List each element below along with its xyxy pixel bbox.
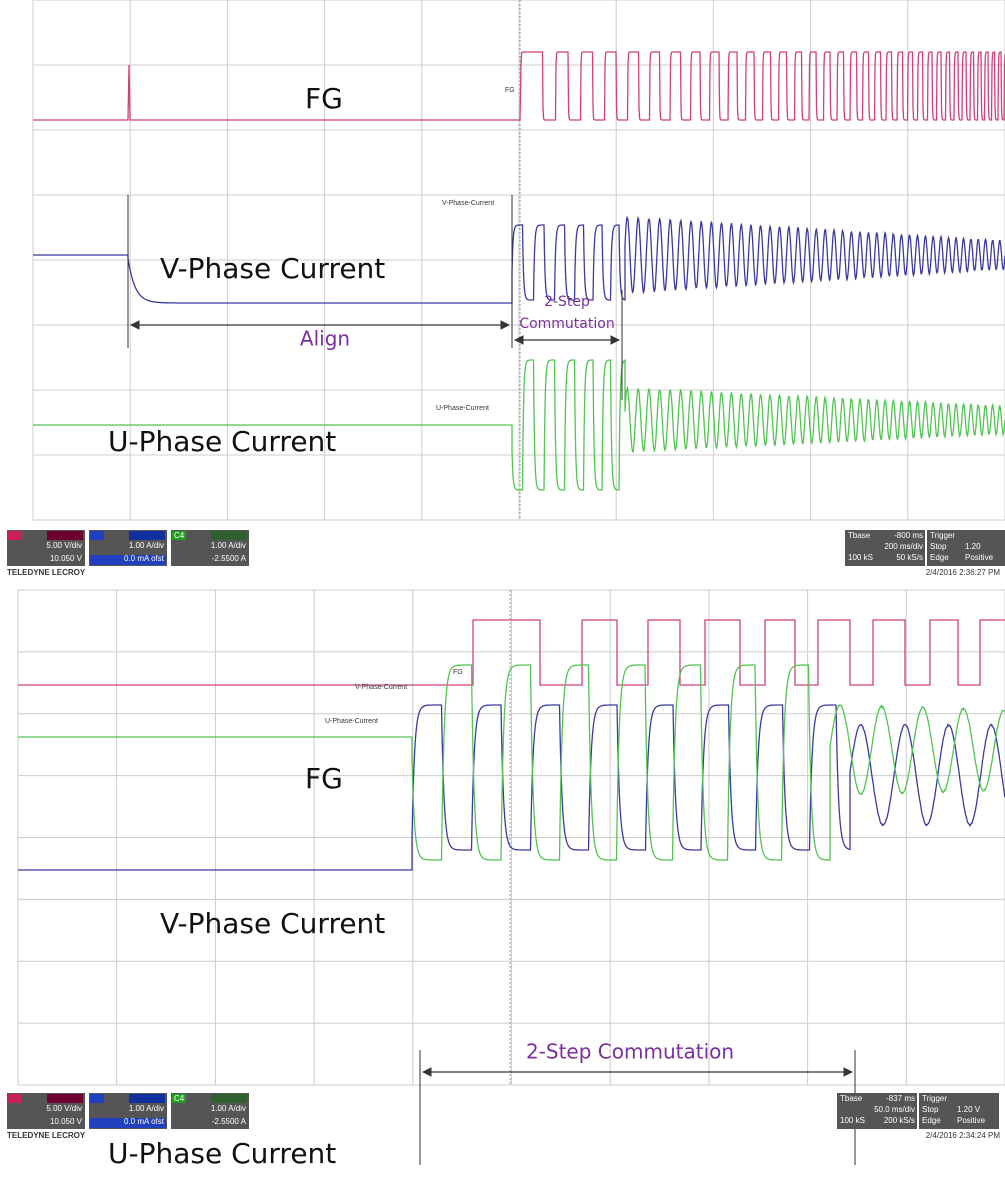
trigger-type: Edge	[930, 553, 949, 562]
channel-scale: 1.00 A/div	[211, 1104, 246, 1113]
channel-head	[211, 531, 247, 540]
channel-offset: 0.0 mA ofst	[124, 1117, 165, 1126]
trigger-level: 1.20 V	[957, 1105, 981, 1114]
channel-scale: 5.00 V/div	[46, 541, 82, 550]
commutation-label: Commutation	[519, 316, 614, 332]
tbase-rate: 50.0 ms/div	[874, 1105, 915, 1114]
tbase-delay: -800 ms	[894, 531, 923, 540]
channel-name: C4	[174, 1094, 185, 1103]
channel-offset: 10.050 V	[50, 1117, 83, 1126]
tbase-label: Tbase	[848, 531, 871, 540]
trigger-type: Edge	[922, 1116, 941, 1125]
tbase-srate: 200 kS/s	[884, 1116, 915, 1125]
channel-head	[129, 531, 165, 540]
trigger-slope: Positive	[965, 553, 994, 562]
trigger-label: Trigger	[930, 531, 955, 540]
channel-offset: -2.5500 A	[212, 554, 247, 563]
channel-id	[90, 1094, 104, 1103]
v-tag: V-Phase-Current	[355, 684, 407, 691]
channel-name: C4	[174, 531, 185, 540]
brand: TELEDYNE LECROY	[7, 568, 86, 577]
bottom-capture: FG V-Phase Current U-Phase Current FG V-Phas…	[7, 590, 1005, 1170]
u-tag: U-Phase-Current	[325, 718, 378, 725]
timestamp: 2/4/2016 2:36:27 PM	[926, 568, 1001, 577]
fg-tag: FG	[505, 87, 515, 94]
channel-id	[8, 531, 22, 540]
tbase-rate: 200 ms/div	[884, 542, 923, 551]
channel-head	[129, 1094, 165, 1103]
trigger-level: 1.20	[965, 542, 981, 551]
tbase-delay: -837 ms	[886, 1094, 915, 1103]
u-tag: U-Phase-Current	[436, 405, 489, 412]
trigger-mode: Stop	[930, 542, 947, 551]
fg-label: FG	[305, 762, 343, 795]
align-label: Align	[300, 327, 350, 351]
tbase-label: Tbase	[840, 1094, 863, 1103]
channel-offset: 10.050 V	[50, 554, 83, 563]
channel-scale: 1.00 A/div	[211, 541, 246, 550]
v-phase-label: V-Phase Current	[160, 907, 385, 940]
channel-scale: 1.00 A/div	[129, 1104, 164, 1113]
channel-offset: -2.5500 A	[212, 1117, 247, 1126]
tbase-srate: 50 kS/s	[896, 553, 923, 562]
channel-head	[47, 1094, 83, 1103]
commutation-label: 2-Step Commutation	[526, 1040, 734, 1064]
channel-head	[211, 1094, 247, 1103]
tbase-samples: 100 kS	[840, 1116, 865, 1125]
fg-tag: FG	[453, 669, 463, 676]
v-phase-label: V-Phase Current	[160, 252, 385, 285]
u-phase-label: U-Phase Current	[108, 1137, 336, 1170]
commutation-label: 2-Step	[544, 294, 590, 310]
u-phase-label: U-Phase Current	[108, 425, 336, 458]
channel-id	[8, 1094, 22, 1103]
channel-offset: 0.0 mA ofst	[124, 554, 165, 563]
trigger-mode: Stop	[922, 1105, 939, 1114]
v-tag: V-Phase-Current	[442, 200, 494, 207]
channel-head	[47, 531, 83, 540]
channel-id	[90, 531, 104, 540]
brand: TELEDYNE LECROY	[7, 1131, 86, 1140]
timestamp: 2/4/2016 2:34:24 PM	[926, 1131, 1001, 1140]
top-capture: FG V-Phase Current U-Phase Current FG V-Phas…	[7, 0, 1005, 577]
tbase-samples: 100 kS	[848, 553, 873, 562]
channel-scale: 5.00 V/div	[46, 1104, 82, 1113]
channel-scale: 1.00 A/div	[129, 541, 164, 550]
fg-label: FG	[305, 82, 343, 115]
trigger-slope: Positive	[957, 1116, 986, 1125]
trigger-label: Trigger	[922, 1094, 947, 1103]
